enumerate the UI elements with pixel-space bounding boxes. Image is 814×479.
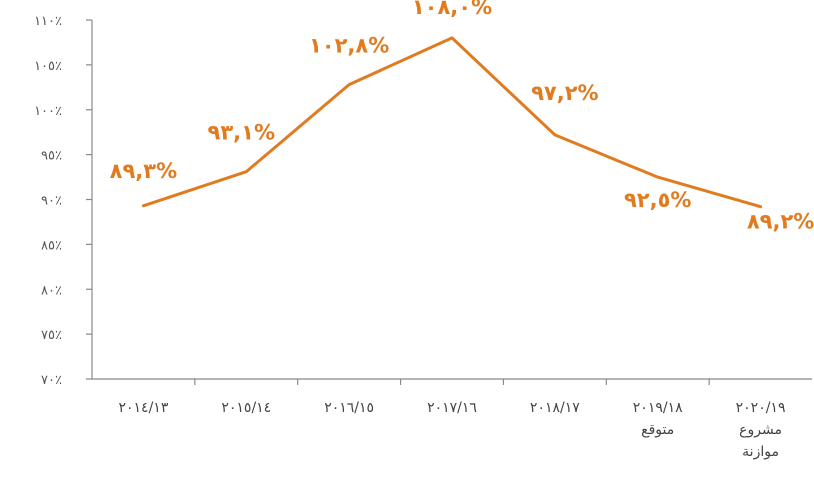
y-tick-label: ١١٠٪ bbox=[34, 14, 62, 29]
x-tick-label: ٢٠١٤/١٣ bbox=[119, 400, 169, 416]
x-tick-label: ٢٠١٨/١٧ bbox=[530, 400, 580, 416]
data-label: ٩٣,١% bbox=[208, 121, 275, 145]
x-tick-label: ٢٠١٩/١٨ متوقع bbox=[633, 400, 683, 438]
data-label: ٩٧,٢% bbox=[531, 81, 598, 105]
x-tick-label: ٢٠١٧/١٦ bbox=[427, 400, 477, 416]
series-group bbox=[141, 36, 763, 209]
data-label: ٨٩,٣% bbox=[110, 159, 177, 183]
x-tick-label: ٢٠١٥/١٤ bbox=[221, 400, 271, 416]
x-tick-label: ٢٠١٦/١٥ bbox=[324, 400, 374, 416]
y-tick-label: ٩٠٪ bbox=[41, 194, 62, 209]
y-tick-label: ١٠٠٪ bbox=[34, 104, 62, 119]
y-tick-label: ٩٥٪ bbox=[41, 149, 62, 164]
data-label: ٩٢,٥% bbox=[624, 188, 691, 212]
y-tick-label: ٨٠٪ bbox=[41, 283, 62, 298]
data-label: ٨٩,٢% bbox=[747, 210, 814, 234]
x-tick-label-line: ٢٠١٤/١٣ bbox=[119, 400, 169, 416]
x-tick-label-line: ٢٠١٧/١٦ bbox=[427, 400, 477, 416]
y-tick-label: ٧٥٪ bbox=[41, 328, 62, 343]
x-tick-label: ٢٠٢٠/١٩ مشروع موازنة bbox=[736, 400, 786, 460]
data-labels-group: ٨٩,٣% ٩٣,١% ١٠٢,٨% ١٠٨,٠% ٩٧,٢% ٩٢,٥% ٨٩,٢% bbox=[110, 0, 814, 234]
y-axis: ٧٠٪ ٧٥٪ ٨٠٪ ٨٥٪ ٩٠٪ ٩٥٪ ١٠٠٪ ١٠٥٪ ١١٠٪ bbox=[34, 14, 93, 388]
data-label: ١٠٨,٠% bbox=[412, 0, 492, 19]
x-tick-label-line: متوقع bbox=[641, 422, 674, 438]
x-tick-label-line: ٢٠٢٠/١٩ bbox=[736, 400, 786, 416]
data-label: ١٠٢,٨% bbox=[309, 34, 389, 58]
x-tick-label-line: ٢٠١٩/١٨ bbox=[633, 400, 683, 416]
x-axis: ٢٠١٤/١٣ ٢٠١٥/١٤ ٢٠١٦/١٥ ٢٠١٧/١٦ ٢٠١٨/١٧ ٢٠١٩/… bbox=[92, 378, 812, 460]
y-tick-label: ٧٠٪ bbox=[41, 373, 62, 388]
y-tick-label: ١٠٥٪ bbox=[34, 59, 62, 74]
y-tick-label: ٨٥٪ bbox=[41, 238, 62, 253]
x-tick-label-line: ٢٠١٨/١٧ bbox=[530, 400, 580, 416]
x-tick-label-line: مشروع bbox=[739, 422, 782, 438]
x-tick-label-line: موازنة bbox=[742, 444, 779, 460]
series-line bbox=[141, 36, 763, 209]
x-tick-label-line: ٢٠١٥/١٤ bbox=[221, 400, 271, 416]
x-tick-label-line: ٢٠١٦/١٥ bbox=[324, 400, 374, 416]
